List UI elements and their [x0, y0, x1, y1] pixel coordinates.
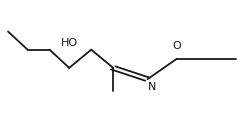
Text: N: N	[148, 81, 156, 91]
Text: O: O	[172, 40, 181, 50]
Text: HO: HO	[61, 38, 78, 48]
